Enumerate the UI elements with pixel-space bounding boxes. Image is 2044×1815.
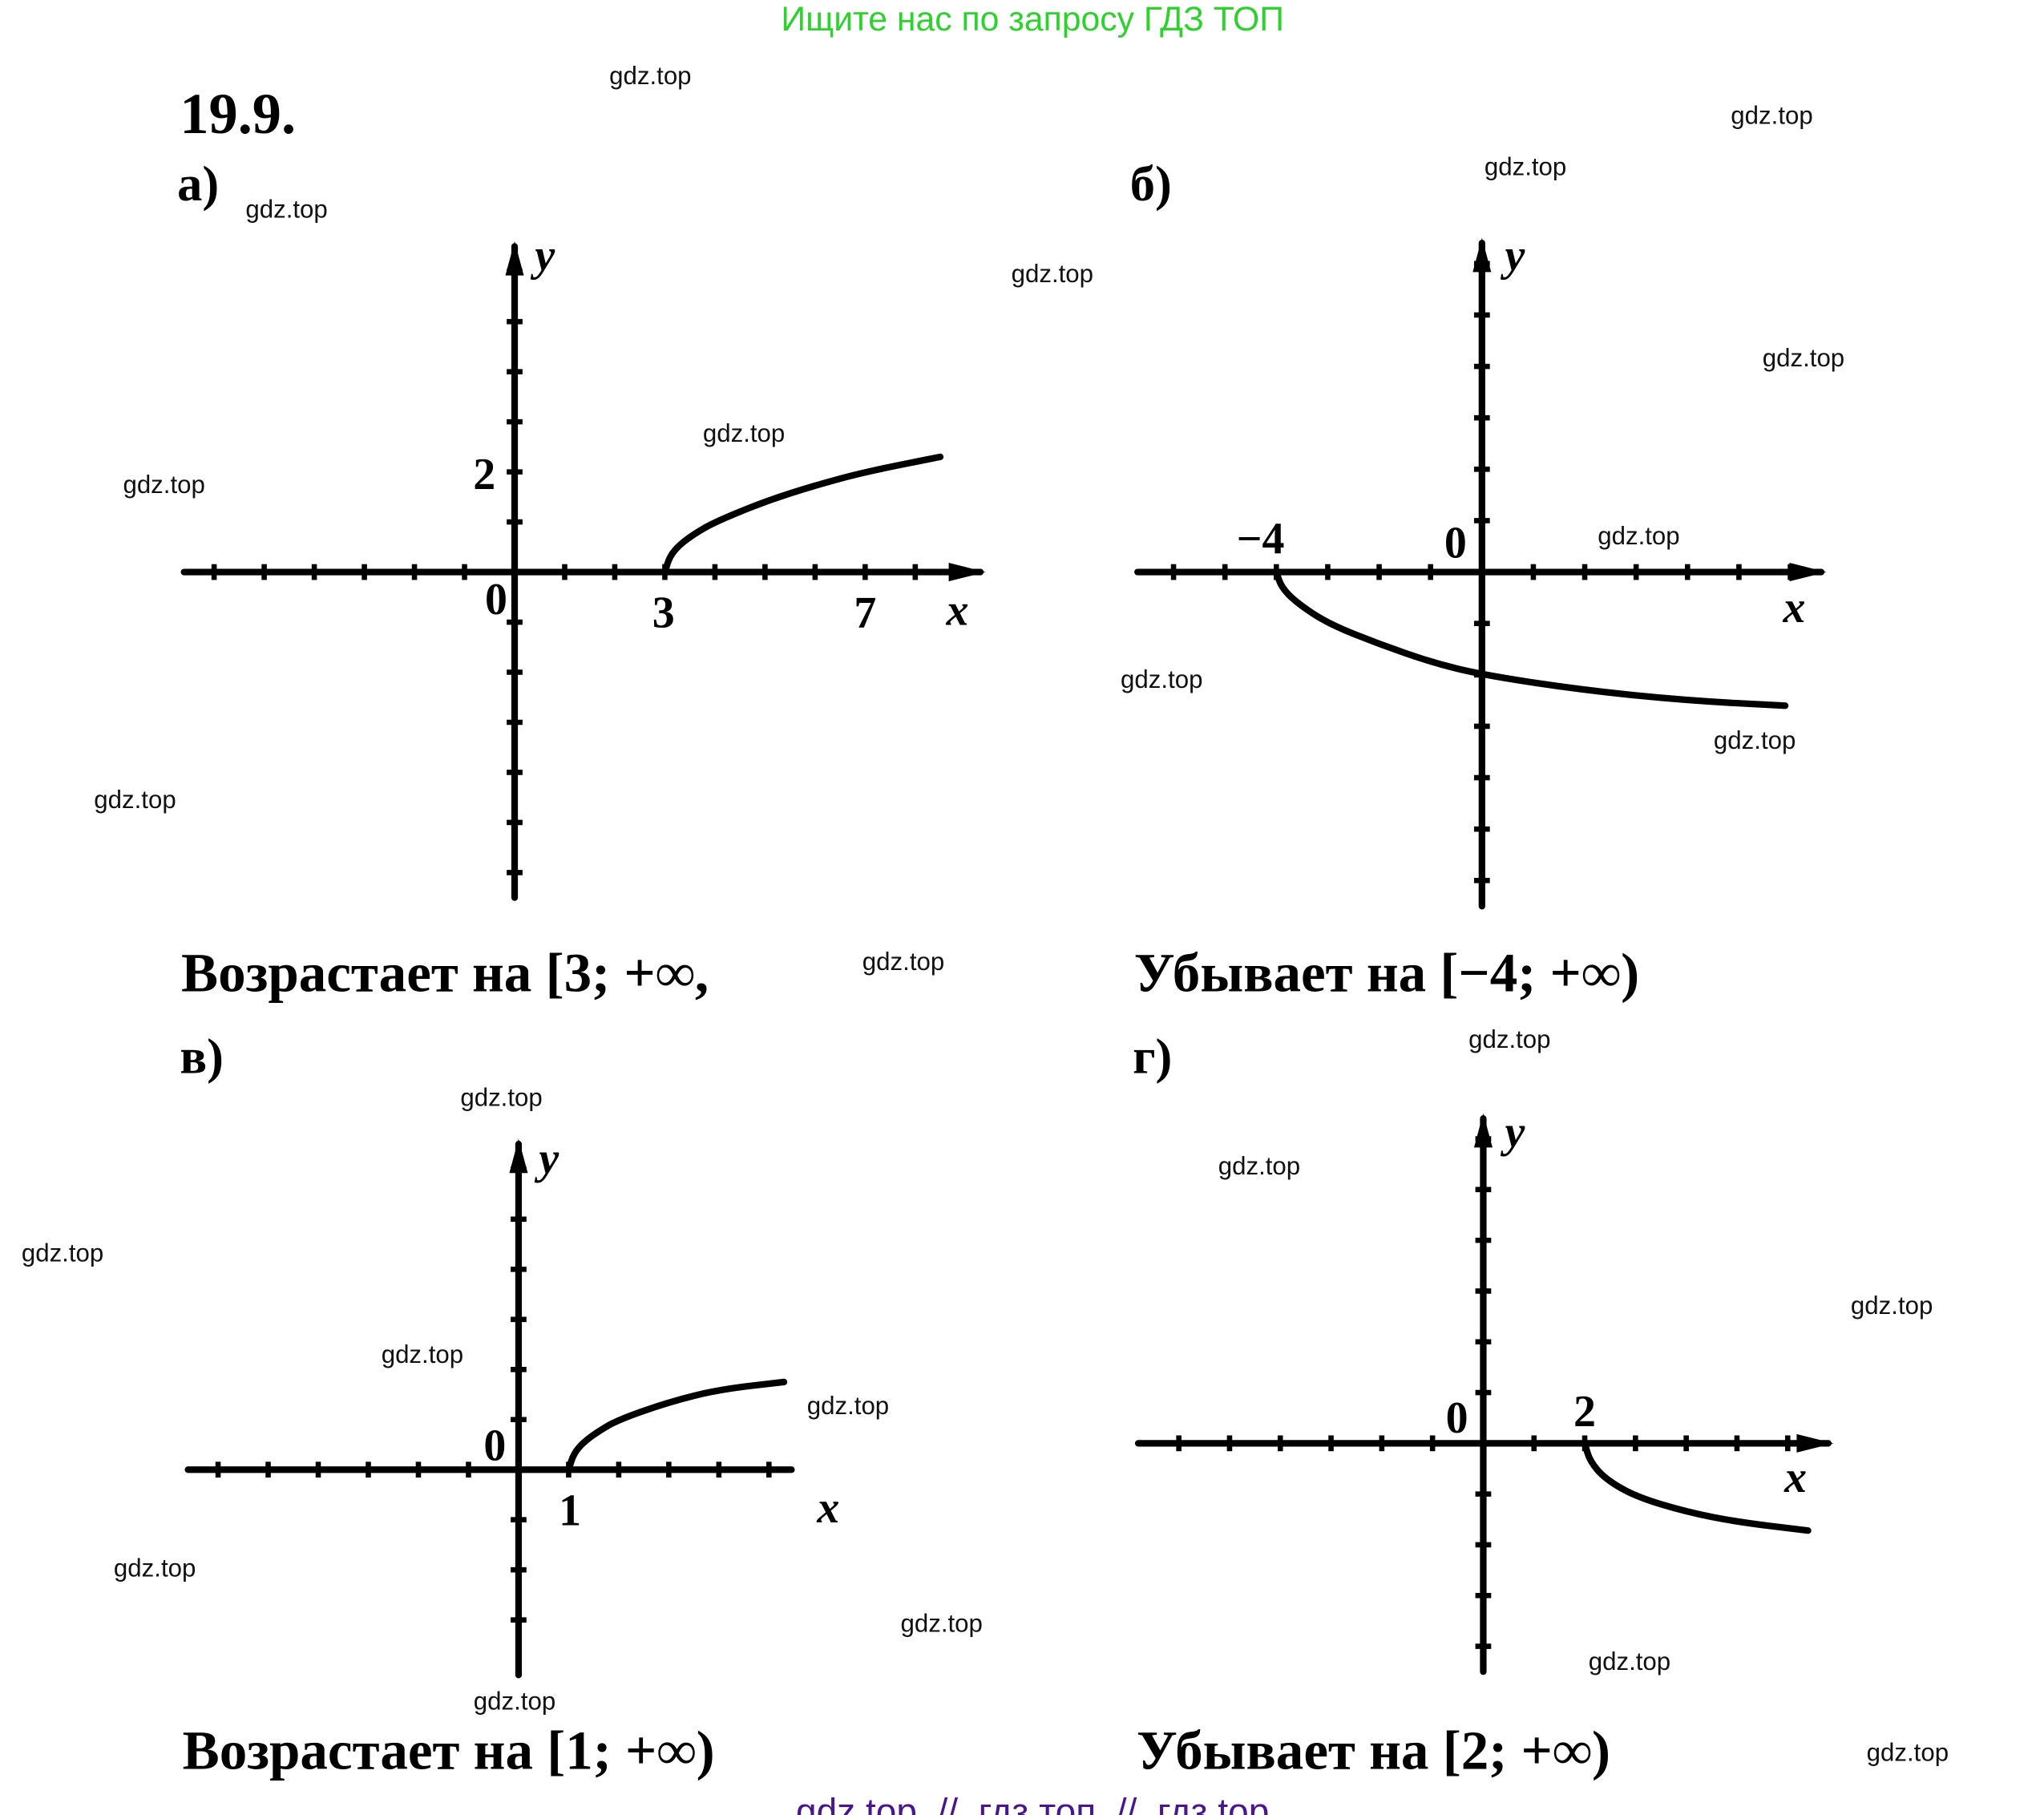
part-label-a: а)	[177, 156, 219, 212]
watermark: gdz.top	[703, 419, 785, 447]
function-curve	[1581, 1440, 1812, 1534]
watermark: gdz.top	[245, 195, 327, 223]
problem-number: 19.9.	[180, 82, 296, 146]
part-label-v: в)	[180, 1028, 224, 1084]
tick-label-7: 7	[854, 588, 876, 638]
y-axis-label: y	[1501, 1107, 1525, 1157]
tick-label-2: 2	[1573, 1387, 1596, 1437]
origin-label: 0	[483, 1421, 506, 1471]
watermark: gdz.top	[1714, 726, 1796, 754]
y-axis-label: y	[530, 231, 555, 281]
watermark: gdz.top	[22, 1239, 103, 1267]
watermark: gdz.top	[114, 1554, 196, 1582]
origin-label: 0	[1444, 518, 1467, 568]
watermark: gdz.top	[862, 948, 944, 976]
origin-label: 0	[485, 575, 507, 625]
y-axis-arrow	[509, 1138, 528, 1174]
tick-label-minus-4: −4	[1237, 515, 1285, 564]
watermark: gdz.top	[1468, 1025, 1550, 1053]
watermark: gdz.top	[94, 786, 176, 814]
answer-b: Убывает на [−4; +∞)	[1134, 941, 1639, 1003]
graph-a: 2 0 3 7 x y	[180, 231, 986, 901]
watermark: gdz.top	[1731, 102, 1812, 130]
part-label-g: г)	[1133, 1028, 1172, 1084]
origin-label: 0	[1446, 1393, 1468, 1443]
watermarks: gdz.top gdz.top gdz.top gdz.top gdz.top gdz.t…	[22, 62, 1949, 1766]
graph-v: 0 1 x y	[184, 1134, 839, 1679]
answer-v: Возрастает на [1; +∞)	[183, 1719, 715, 1781]
watermark: gdz.top	[901, 1609, 983, 1637]
watermark: gdz.top	[382, 1340, 463, 1368]
footer-links[interactable]: gdz top // гдз топ // гдз top	[796, 1791, 1269, 1815]
watermark: gdz.top	[1598, 522, 1679, 550]
watermark: gdz.top	[1763, 344, 1844, 372]
watermark: gdz.top	[1218, 1152, 1300, 1180]
x-axis-arrow	[1789, 563, 1827, 582]
y-axis-arrow	[1473, 1113, 1493, 1148]
x-axis-label: x	[1782, 583, 1805, 633]
graph-g: 0 2 x y	[1134, 1107, 1834, 1676]
y-axis-label: y	[534, 1134, 559, 1183]
watermark: gdz.top	[460, 1083, 542, 1111]
y-axis-arrow	[505, 241, 524, 276]
watermark: gdz.top	[807, 1392, 889, 1420]
function-curve	[661, 453, 944, 576]
watermark: gdz.top	[123, 471, 204, 499]
watermark: gdz.top	[1589, 1647, 1670, 1676]
function-curve	[1273, 568, 1789, 709]
function-curve	[565, 1378, 788, 1473]
tick-label-1: 1	[559, 1486, 581, 1535]
x-axis-label: x	[945, 585, 968, 635]
answer-g: Убывает на [2; +∞)	[1137, 1719, 1610, 1781]
watermark: gdz.top	[474, 1687, 555, 1715]
watermark: gdz.top	[1867, 1739, 1949, 1767]
watermark: gdz.top	[1121, 665, 1202, 693]
part-label-b: б)	[1130, 156, 1172, 212]
watermark: gdz.top	[1012, 260, 1093, 288]
graph-b: −4 0 x y	[1134, 231, 1827, 910]
answer-a: Возрастает на [3; +∞,	[181, 941, 709, 1003]
watermark: gdz.top	[1485, 153, 1566, 181]
tick-label-2: 2	[473, 450, 495, 499]
y-axis-label: y	[1501, 231, 1525, 281]
watermark: gdz.top	[1851, 1292, 1933, 1320]
x-axis-label: x	[1783, 1453, 1807, 1502]
x-axis-label: x	[816, 1483, 839, 1533]
x-axis-arrow	[1796, 1433, 1834, 1453]
x-axis-arrow	[948, 563, 986, 582]
watermark: gdz.top	[609, 62, 691, 90]
y-axis-arrow	[1472, 237, 1492, 273]
tick-label-3: 3	[652, 588, 675, 638]
promo-banner[interactable]: Ищите нас по запросу ГДЗ ТОП	[781, 0, 1284, 38]
